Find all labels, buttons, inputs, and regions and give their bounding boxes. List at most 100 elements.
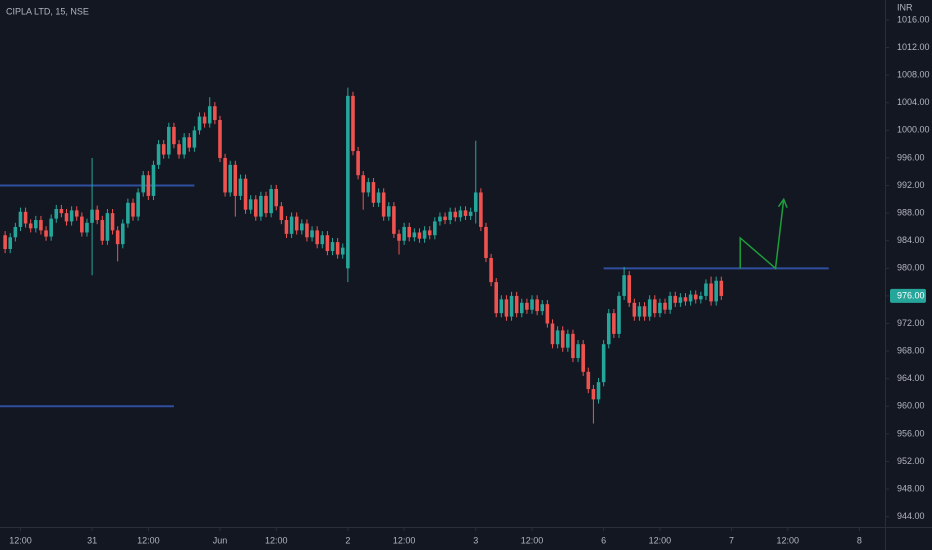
y-tick-label: 980.00 [897, 263, 925, 273]
candle-body [207, 106, 212, 124]
candle-body [489, 257, 493, 283]
candle-body [289, 216, 294, 234]
candle-body [233, 164, 238, 196]
candle-body [555, 330, 560, 345]
candle-body [279, 206, 284, 221]
candle-body [566, 333, 570, 348]
candle-body [545, 304, 550, 324]
candle-body [606, 313, 611, 345]
y-tick-label: 1012.00 [897, 42, 930, 52]
candle-body [617, 295, 621, 334]
candle-body [622, 275, 626, 296]
candle-body [300, 223, 304, 231]
x-tick-label: 12:00 [777, 535, 800, 545]
candle-body [499, 299, 504, 314]
x-tick-label: 6 [601, 535, 606, 545]
candle-body [433, 221, 437, 236]
x-tick-label: 31 [87, 535, 97, 545]
last-price-badge [890, 288, 926, 303]
candle-body [85, 222, 89, 233]
candle-body [520, 302, 524, 314]
candle-body [213, 106, 217, 121]
candle-body [310, 230, 314, 238]
candle-body [571, 333, 575, 359]
candle-body [627, 275, 632, 303]
candle-body [218, 120, 222, 158]
y-tick-label: 1008.00 [897, 70, 930, 80]
candle-body [23, 211, 28, 224]
candle-body [325, 235, 330, 252]
last-price-label: 976.00 [897, 290, 925, 300]
candle-body [305, 223, 309, 238]
candle-body [560, 330, 565, 348]
x-tick-label: 7 [729, 535, 734, 545]
candle-body [44, 230, 48, 237]
candle-body [8, 237, 13, 250]
candle-body [678, 297, 683, 303]
candle-body [187, 137, 192, 148]
candle-body [315, 230, 319, 245]
candle-body [453, 211, 458, 218]
candle-body [197, 116, 202, 131]
candle-body [284, 220, 289, 234]
candle-body [719, 280, 724, 296]
candle-body [95, 209, 99, 221]
candle-body [438, 216, 442, 222]
candle-body [647, 299, 652, 317]
y-tick-label: 1004.00 [897, 97, 930, 107]
candle-body [39, 220, 43, 231]
candle-body [612, 313, 616, 334]
candle-body [473, 192, 478, 212]
candle-body [264, 195, 268, 214]
candle-body [581, 344, 585, 372]
candle-body [167, 126, 171, 155]
candle-body [463, 210, 468, 216]
candle-body [131, 202, 135, 217]
candle-body [637, 306, 642, 317]
candle-body [18, 211, 23, 227]
candle-body [74, 210, 79, 217]
y-tick-label: 956.00 [897, 428, 925, 438]
candle-body [161, 144, 166, 155]
y-tick-label: 964.00 [897, 373, 925, 383]
y-tick-label: 952.00 [897, 456, 925, 466]
candle-body [49, 218, 53, 237]
y-tick-label: 1000.00 [897, 125, 930, 135]
candle-body [504, 299, 509, 317]
candle-body [182, 137, 186, 155]
candle-body [54, 209, 59, 219]
candle-body [361, 175, 365, 193]
x-tick-label: 12:00 [265, 535, 288, 545]
candle-body [105, 213, 110, 241]
x-tick-label: 12:00 [649, 535, 672, 545]
candle-body [540, 304, 545, 312]
candle-body [13, 226, 18, 238]
candle-body [386, 206, 391, 217]
candle-body [115, 230, 120, 245]
candle-body [663, 302, 667, 310]
candle-body [259, 195, 263, 217]
candle-body [550, 323, 555, 345]
candle-body [151, 164, 156, 196]
candle-body [376, 192, 381, 203]
candle-body [320, 235, 325, 245]
candle-body [110, 213, 115, 231]
candle-body [172, 126, 176, 145]
candle-body [397, 233, 401, 241]
candle-body [417, 232, 422, 239]
candle-body [586, 371, 591, 390]
x-tick-label: 12:00 [521, 535, 544, 545]
candle-body [714, 280, 718, 302]
x-tick-label: 2 [345, 535, 350, 545]
candle-body [514, 295, 519, 314]
x-tick-label: Jun [213, 535, 228, 545]
candle-body [668, 295, 672, 310]
candle-body [59, 209, 64, 214]
candle-body [407, 226, 412, 238]
candle-body [632, 302, 637, 317]
candle-body [653, 299, 657, 314]
candle-body [136, 192, 140, 217]
candle-body [443, 216, 447, 221]
candle-body [458, 210, 463, 218]
